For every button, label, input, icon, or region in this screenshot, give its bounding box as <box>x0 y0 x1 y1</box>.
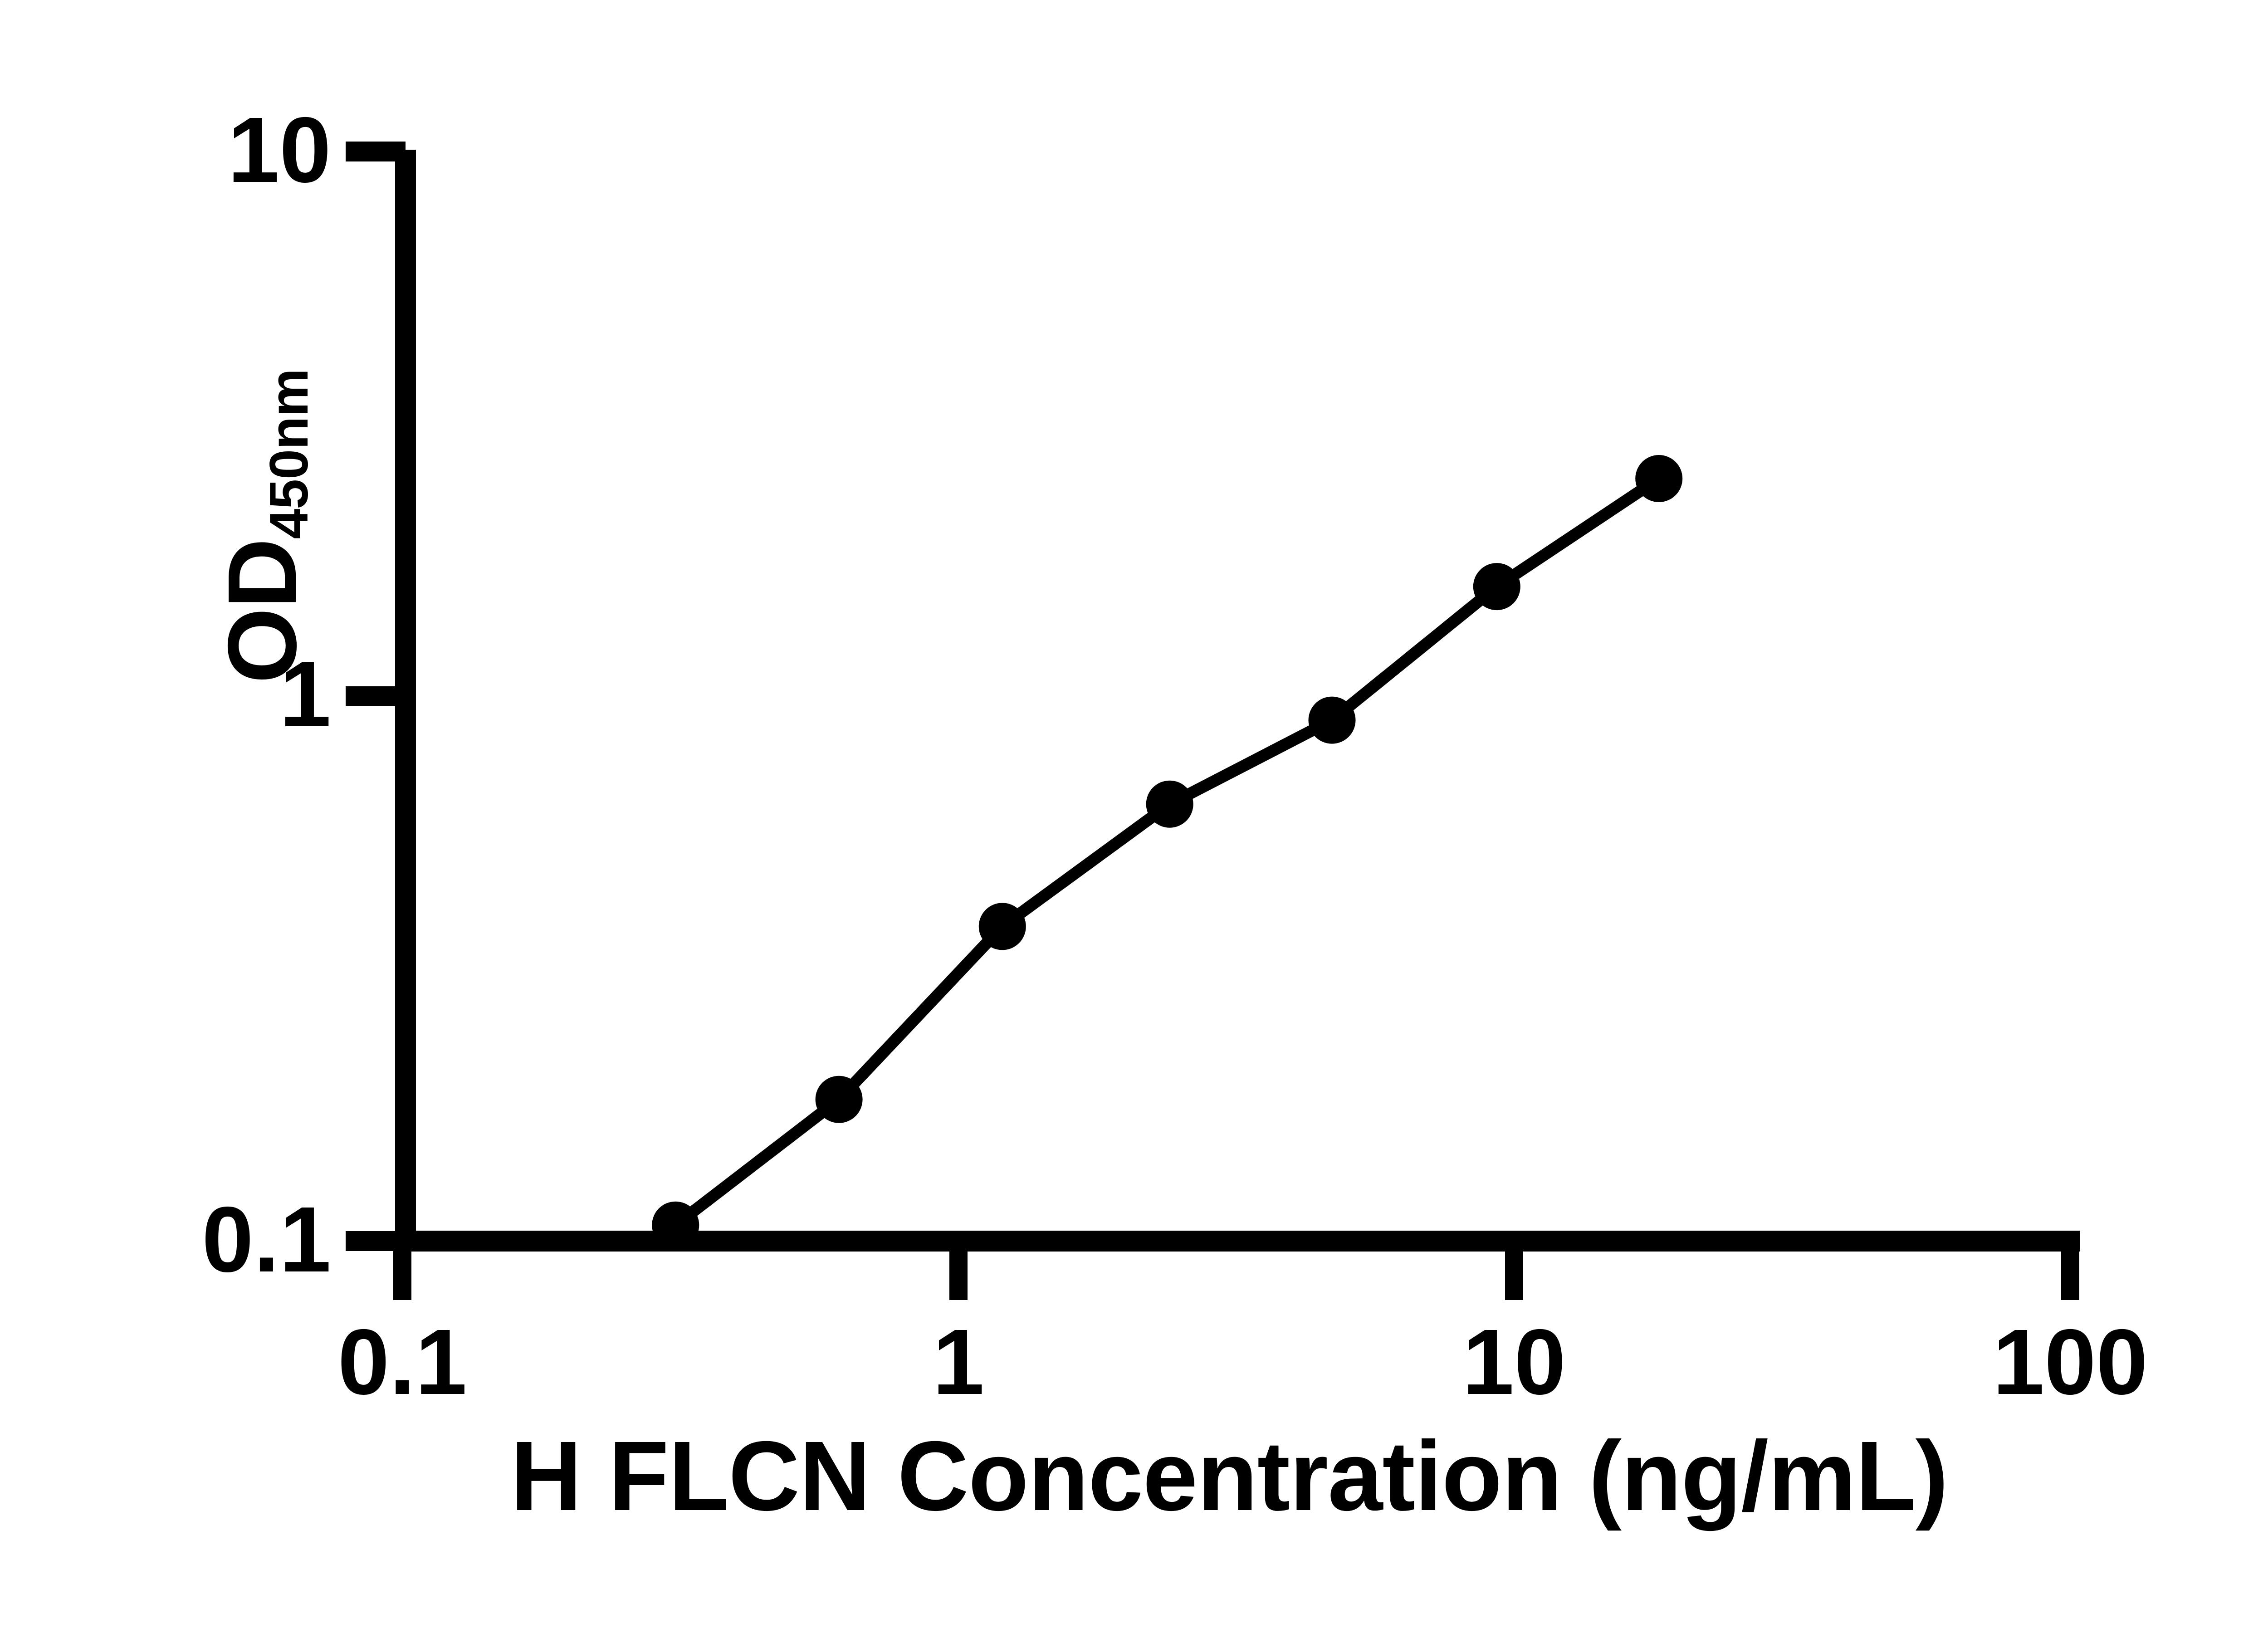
x-tick-label-100: 100 <box>1992 1310 2148 1414</box>
y-tick-label-1: 1 <box>279 642 331 746</box>
data-point <box>652 1201 699 1249</box>
data-point <box>978 903 1026 950</box>
y-tick-label-10: 10 <box>227 98 331 202</box>
x-axis-title: H FLCN Concentration (ng/mL) <box>510 1421 1949 1531</box>
x-tick-label-10: 10 <box>1462 1310 1566 1414</box>
x-tick-label-1: 1 <box>932 1310 984 1414</box>
data-point <box>1473 563 1520 611</box>
data-point <box>815 1076 863 1123</box>
x-tick-label-0point1: 0.1 <box>337 1310 467 1414</box>
data-point <box>1308 696 1356 744</box>
x-axis-ticks <box>393 1241 2079 1300</box>
y-tick-label-0point1: 0.1 <box>202 1188 331 1291</box>
data-point <box>1146 780 1193 828</box>
data-point <box>1635 455 1683 502</box>
data-point-markers <box>652 455 1683 1249</box>
